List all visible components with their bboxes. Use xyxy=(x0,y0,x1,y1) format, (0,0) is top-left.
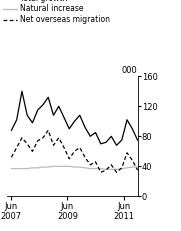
Legend: Total growth, Natural increase, Net overseas migration: Total growth, Natural increase, Net over… xyxy=(3,0,110,24)
Text: 000: 000 xyxy=(122,66,138,75)
